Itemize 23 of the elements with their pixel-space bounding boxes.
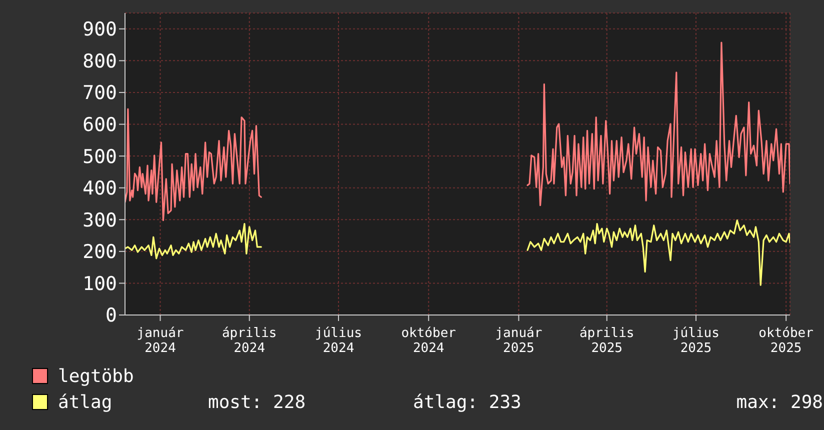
x-tick-label: január 2025 [495,326,542,356]
y-tick-label: 500 [82,146,117,168]
y-tick-label: 100 [82,272,117,295]
y-tick-label: 300 [82,209,117,232]
y-tick-label: 200 [82,241,117,264]
x-tick-label: október 2024 [401,326,456,356]
x-tick-label: április 2025 [579,326,634,356]
y-tick-label: 800 [82,50,117,72]
legend-label: átlag [58,392,114,412]
text: most: 228 [208,392,307,412]
x-tick-label: október 2025 [758,326,814,356]
text: max: 298 [735,392,823,412]
y-tick-label: 900 [82,18,117,41]
y-tick-label: 400 [82,178,117,200]
x-tick-label: január 2024 [136,326,184,356]
y-tick-label: 700 [82,82,117,104]
y-tick-label: 0 [106,304,117,327]
x-tick-label: április 2024 [222,326,277,356]
x-tick-label: július 2024 [315,326,362,356]
y-tick-label: 600 [82,114,117,136]
x-tick-label: július 2025 [672,326,720,356]
legend-label: legtöbb [58,366,135,386]
text: átlag: 233 [413,392,522,412]
